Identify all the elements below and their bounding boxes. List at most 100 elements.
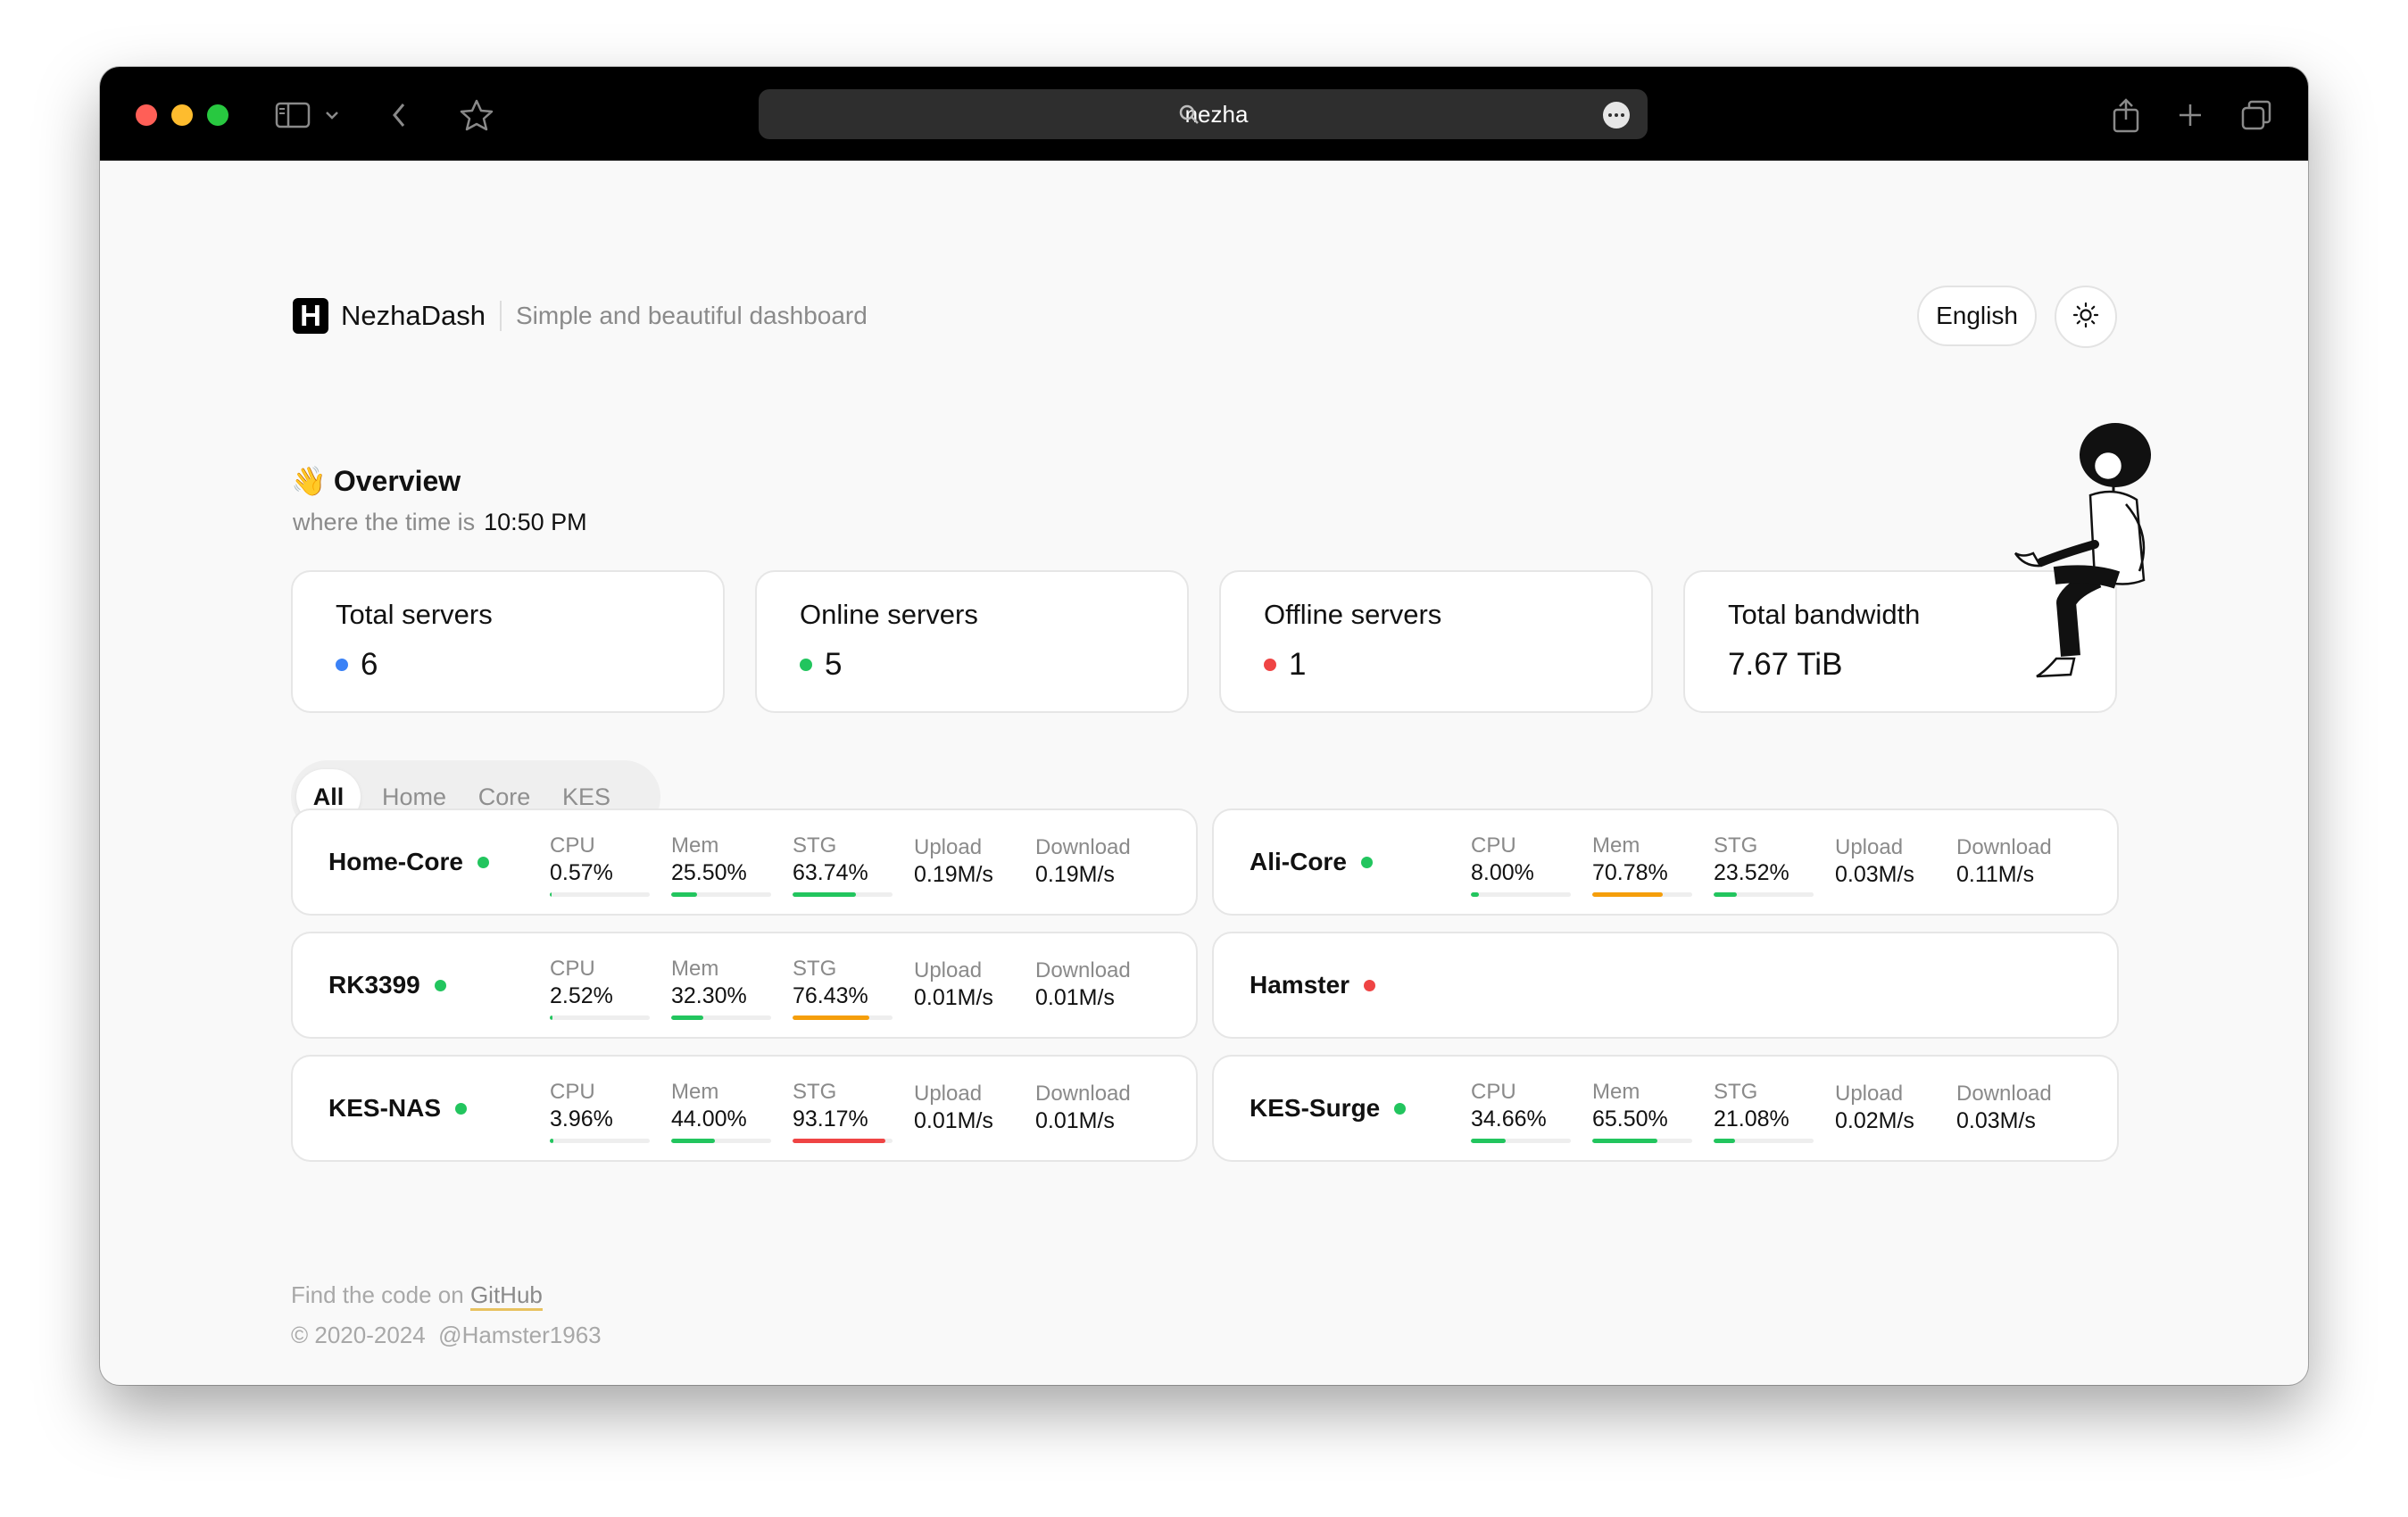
stat-label: Online servers xyxy=(800,599,978,630)
metric-down: Download 0.01M/s xyxy=(1035,958,1131,1012)
server-name-text: Hamster xyxy=(1250,971,1350,999)
server-name: KES-NAS xyxy=(328,1057,468,1160)
zoom-window-button[interactable] xyxy=(207,104,228,126)
theme-toggle-button[interactable] xyxy=(2055,286,2117,348)
metric-value: 21.08% xyxy=(1714,1107,1789,1132)
metric-cpu: CPU 3.96% xyxy=(550,1080,650,1143)
metric-label: Download xyxy=(1035,1082,1131,1106)
metric-up: Upload 0.01M/s xyxy=(914,1082,993,1135)
usage-bar-fill xyxy=(1592,892,1664,897)
sidebar-toggle-icon[interactable] xyxy=(273,94,312,137)
metric-label: Mem xyxy=(1592,1080,1640,1104)
usage-bar-fill xyxy=(671,892,697,897)
server-name: KES-Surge xyxy=(1250,1057,1407,1160)
search-icon xyxy=(1178,104,1200,129)
metric-value: 76.43% xyxy=(793,983,868,1008)
overview-heading: 👋 Overview xyxy=(291,464,461,498)
status-dot xyxy=(455,1102,468,1115)
metric-down: Download 0.11M/s xyxy=(1956,835,2052,889)
server-name: Ali-Core xyxy=(1250,810,1373,914)
metric-value: 0.01M/s xyxy=(1035,1108,1115,1133)
language-button[interactable]: English xyxy=(1917,286,2037,346)
metric-mem: Mem 44.00% xyxy=(671,1080,771,1143)
address-bar[interactable]: nezha xyxy=(759,89,1648,139)
metric-mem: Mem 65.50% xyxy=(1592,1080,1692,1143)
metric-value: 2.52% xyxy=(550,983,613,1008)
status-dot xyxy=(1364,979,1376,991)
brand-tagline: Simple and beautiful dashboard xyxy=(515,302,868,329)
metric-stg: STG 23.52% xyxy=(1714,833,1814,897)
metric-label: STG xyxy=(793,957,837,981)
usage-bar xyxy=(550,1015,650,1020)
tab-overview-icon[interactable] xyxy=(2238,94,2274,137)
usage-bar-fill xyxy=(1471,1139,1506,1143)
usage-bar xyxy=(671,892,771,897)
brand-name: NezhaDash xyxy=(341,300,486,331)
metric-stg: STG 21.08% xyxy=(1714,1080,1814,1143)
share-icon[interactable] xyxy=(2108,94,2144,137)
metric-cpu: CPU 2.52% xyxy=(550,957,650,1020)
status-dot xyxy=(1394,1102,1407,1115)
logo: H xyxy=(293,298,328,334)
metric-label: CPU xyxy=(1471,1080,1516,1104)
metric-value: 34.66% xyxy=(1471,1107,1547,1132)
time-label: where the time is xyxy=(293,509,476,535)
stat-offline-servers: Offline servers 1 xyxy=(1219,570,1653,713)
metric-value: 65.50% xyxy=(1592,1107,1668,1132)
new-tab-icon[interactable] xyxy=(2172,94,2208,137)
close-window-button[interactable] xyxy=(136,104,157,126)
footer-prefix: Find the code on xyxy=(291,1281,464,1308)
metric-label: CPU xyxy=(550,957,595,981)
server-name-text: Home-Core xyxy=(328,848,463,875)
server-card[interactable]: KES-Surge CPU 34.66% Mem 65.50% STG 21.08% Uplo… xyxy=(1212,1055,2119,1162)
brand-divider xyxy=(499,301,502,331)
tab-kes[interactable]: KES xyxy=(561,783,611,810)
tab-core[interactable]: Core xyxy=(477,783,531,810)
stat-label: Total bandwidth xyxy=(1728,599,1921,630)
status-dot xyxy=(1360,856,1373,868)
more-options-icon[interactable] xyxy=(1603,102,1630,128)
usage-bar-fill xyxy=(793,1015,869,1020)
usage-bar xyxy=(1592,1139,1692,1143)
metric-label: Download xyxy=(1956,835,2052,859)
status-dot xyxy=(1264,659,1276,671)
usage-bar xyxy=(1471,892,1571,897)
metric-label: Mem xyxy=(1592,833,1640,858)
usage-bar-fill xyxy=(793,1139,886,1143)
server-card[interactable]: Hamster xyxy=(1212,932,2119,1039)
metric-cpu: CPU 34.66% xyxy=(1471,1080,1571,1143)
usage-bar-fill xyxy=(1471,892,1479,897)
brand[interactable]: H NezhaDash Simple and beautiful dashboa… xyxy=(293,298,868,334)
github-link[interactable]: GitHub xyxy=(469,1281,543,1311)
back-icon[interactable] xyxy=(387,94,411,137)
metric-mem: Mem 32.30% xyxy=(671,957,771,1020)
metric-label: Download xyxy=(1035,958,1131,982)
metric-label: Mem xyxy=(671,833,719,858)
metric-down: Download 0.03M/s xyxy=(1956,1082,2052,1135)
metric-value: 0.19M/s xyxy=(1035,862,1115,887)
metric-down: Download 0.19M/s xyxy=(1035,835,1131,889)
metric-value: 8.00% xyxy=(1471,860,1534,885)
metric-up: Upload 0.01M/s xyxy=(914,958,993,1012)
server-card[interactable]: RK3399 CPU 2.52% Mem 32.30% STG 76.43% Upload 0.… xyxy=(291,932,1198,1039)
metric-label: Download xyxy=(1035,835,1131,859)
server-card[interactable]: Home-Core CPU 0.57% Mem 25.50% STG 63.74% Uploa… xyxy=(291,808,1198,916)
stat-total-bandwidth: Total bandwidth 7.67 TiB xyxy=(1683,570,2117,713)
overview-title: Overview xyxy=(333,464,461,497)
usage-bar xyxy=(550,1139,650,1143)
metric-label: STG xyxy=(793,833,837,858)
metric-value: 0.01M/s xyxy=(914,985,993,1010)
metric-mem: Mem 25.50% xyxy=(671,833,771,897)
chevron-down-icon[interactable] xyxy=(321,94,343,137)
server-card[interactable]: KES-NAS CPU 3.96% Mem 44.00% STG 93.17% Upload 0… xyxy=(291,1055,1198,1162)
bookmark-star-icon[interactable] xyxy=(457,94,496,137)
metric-value: 25.50% xyxy=(671,860,747,885)
tab-home[interactable]: Home xyxy=(381,783,447,810)
minimize-window-button[interactable] xyxy=(171,104,193,126)
usage-bar-fill xyxy=(1592,1139,1658,1143)
metric-label: Download xyxy=(1956,1082,2052,1106)
metric-up: Upload 0.03M/s xyxy=(1835,835,1914,889)
server-card[interactable]: Ali-Core CPU 8.00% Mem 70.78% STG 23.52% Upload… xyxy=(1212,808,2119,916)
metric-value: 0.03M/s xyxy=(1956,1108,2036,1133)
metric-value: 0.02M/s xyxy=(1835,1108,1914,1133)
